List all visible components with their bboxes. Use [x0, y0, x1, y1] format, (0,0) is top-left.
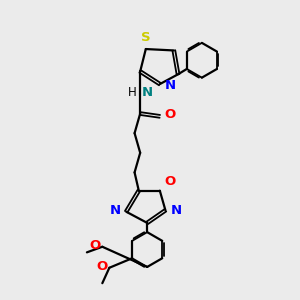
Text: N: N: [142, 86, 153, 99]
Text: O: O: [97, 260, 108, 273]
Text: O: O: [165, 175, 176, 188]
Text: O: O: [164, 108, 175, 122]
Text: N: N: [110, 204, 121, 217]
Text: S: S: [141, 31, 151, 44]
Text: N: N: [171, 204, 182, 217]
Text: O: O: [90, 239, 101, 252]
Text: H: H: [128, 86, 137, 99]
Text: N: N: [165, 79, 176, 92]
